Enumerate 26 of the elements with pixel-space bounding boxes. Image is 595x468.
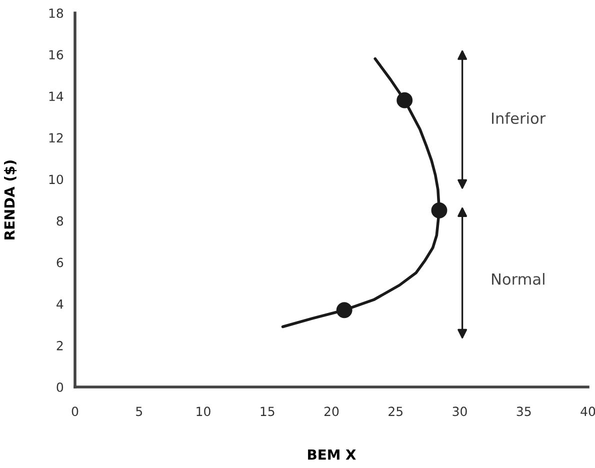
y-tick-label: 18 [49,8,64,18]
annotation: Inferior [492,112,546,124]
y-tick-label: 6 [56,258,64,268]
point [396,92,413,108]
y-tick-label: 2 [56,340,63,350]
point [336,302,352,318]
x-tick-label: 10 [196,406,210,416]
y-tick-label: 8 [56,216,64,226]
y-tick-label: 4 [56,300,64,309]
point [431,202,448,218]
x-axis-title: BEM X [308,450,356,460]
y-tick-label: 12 [49,133,63,142]
x-tick-label: 30 [452,406,467,416]
x-tick-label: 25 [388,406,402,416]
x-tick-label: 0 [72,406,78,416]
y-tick-label: 10 [49,174,64,184]
y-tick-label: 0 [56,382,64,392]
x-tick-label: 5 [136,406,142,416]
y-tick-label: 14 [49,92,64,101]
y-axis-title: RENDA ($) [4,160,17,240]
x-tick-label: 15 [260,406,274,416]
x-tick-label: 35 [516,406,531,416]
x-tick-label: 20 [324,406,339,416]
y-tick-label: 16 [49,50,64,60]
annotation: Normal [492,273,544,285]
x-tick-label: 40 [580,406,595,416]
